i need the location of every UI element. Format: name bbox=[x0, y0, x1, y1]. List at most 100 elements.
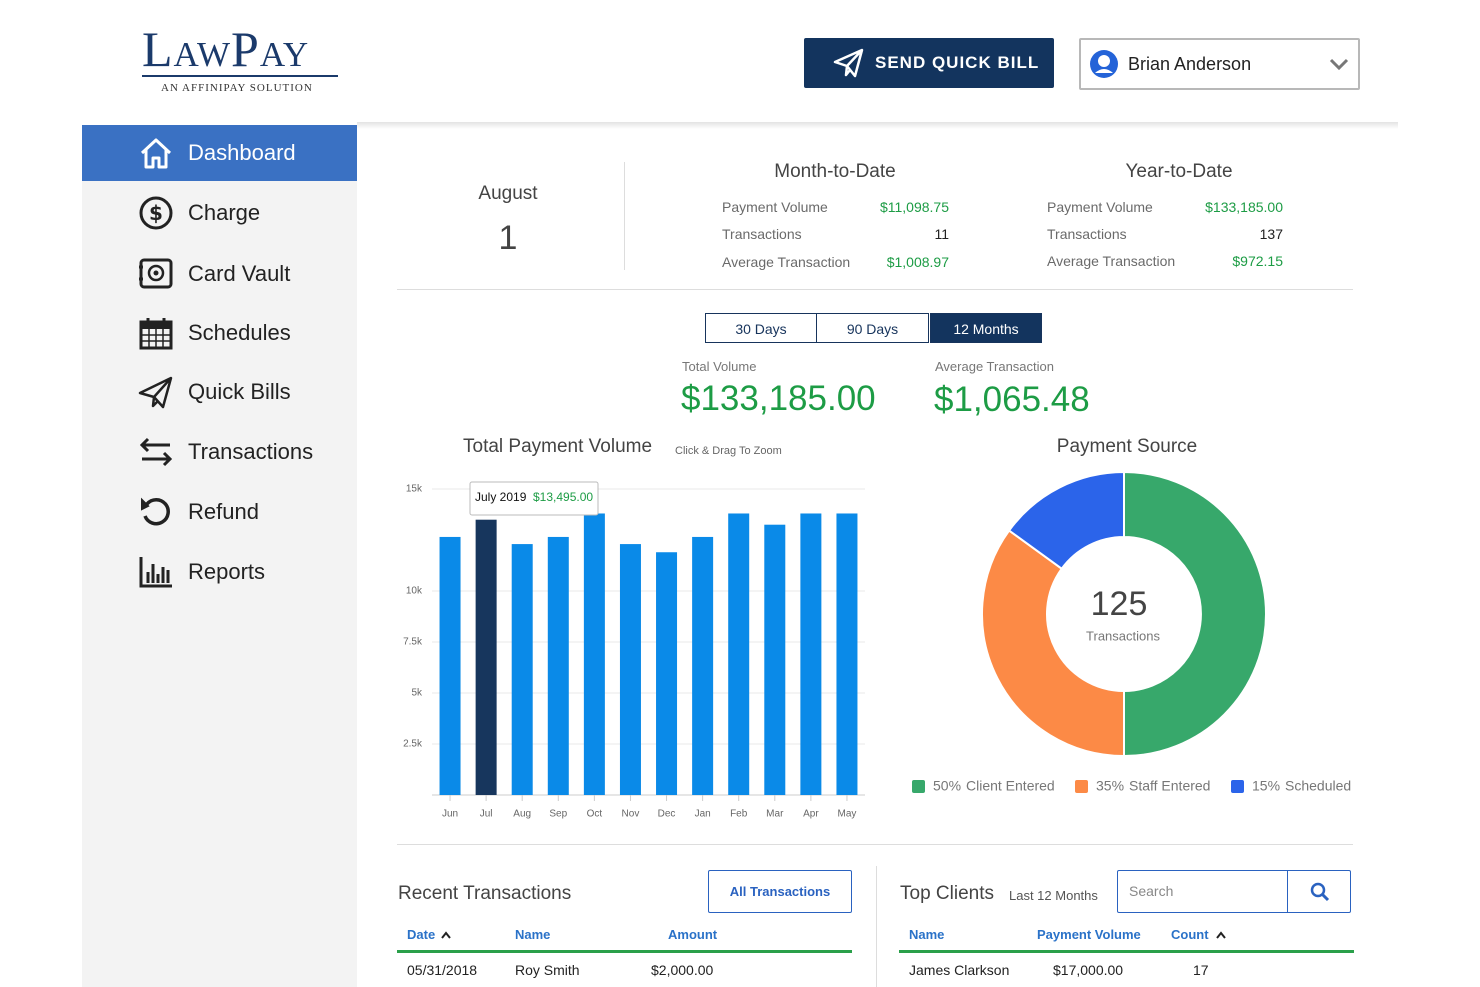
section-divider bbox=[397, 289, 1353, 290]
header-rule bbox=[397, 950, 852, 953]
legend-label: Client Entered bbox=[966, 778, 1055, 794]
legend-value: 50% bbox=[933, 778, 961, 794]
x-tick-label: Apr bbox=[803, 809, 819, 820]
table-cell: Roy Smith bbox=[515, 962, 580, 978]
top-clients-title: Top Clients bbox=[900, 883, 994, 904]
nav-label: Reports bbox=[188, 559, 266, 584]
legend-swatch bbox=[912, 780, 925, 793]
nav-label: Quick Bills bbox=[188, 379, 291, 404]
x-tick-label: Feb bbox=[730, 809, 748, 820]
bar bbox=[475, 519, 497, 795]
legend-label: Scheduled bbox=[1285, 778, 1351, 794]
nav-label: Dashboard bbox=[188, 140, 296, 165]
pie-center-value: 125 bbox=[1091, 585, 1148, 623]
all-transactions-button[interactable]: All Transactions bbox=[708, 870, 852, 913]
bar bbox=[583, 513, 605, 795]
mtd-label: Average Transaction bbox=[722, 254, 851, 270]
search-box[interactable]: Search bbox=[1117, 870, 1351, 913]
ytd-value: $972.15 bbox=[1232, 253, 1283, 269]
y-tick-label: 15k bbox=[406, 484, 423, 495]
column-header[interactable]: Count bbox=[1171, 927, 1209, 942]
ytd-value: 137 bbox=[1259, 226, 1283, 242]
user-dropdown[interactable]: Brian Anderson bbox=[1079, 38, 1360, 90]
user-icon bbox=[1090, 50, 1118, 78]
total-volume-label: Total Volume bbox=[682, 359, 757, 374]
nav-label: Refund bbox=[188, 499, 259, 524]
dollar-icon: $ bbox=[139, 196, 173, 230]
average-label: Average Transaction bbox=[935, 359, 1054, 374]
nav-quick-bills[interactable]: Quick Bills bbox=[82, 364, 357, 420]
nav-refund[interactable]: Refund bbox=[82, 484, 357, 540]
bar bbox=[764, 524, 786, 795]
home-icon bbox=[140, 138, 172, 169]
bar bbox=[656, 552, 678, 795]
y-tick-label: 5k bbox=[411, 688, 423, 699]
ytd-label: Payment Volume bbox=[1047, 199, 1153, 215]
column-header[interactable]: Date bbox=[407, 927, 436, 942]
chart-title: Total Payment Volume bbox=[463, 436, 652, 457]
nav-charge[interactable]: $ Charge bbox=[82, 185, 357, 241]
nav-schedules[interactable]: Schedules bbox=[82, 305, 357, 361]
total-volume: $133,185.00 bbox=[681, 379, 876, 418]
section-divider bbox=[397, 844, 1353, 845]
mtd-label: Payment Volume bbox=[722, 199, 828, 215]
bar bbox=[728, 513, 750, 795]
legend-value: 15% bbox=[1252, 778, 1280, 794]
nav-label: Card Vault bbox=[188, 261, 291, 286]
logo-underline bbox=[142, 75, 338, 77]
bar bbox=[439, 536, 461, 795]
column-header[interactable]: Payment Volume bbox=[1037, 927, 1141, 942]
nav-label: Schedules bbox=[188, 320, 291, 345]
search-icon[interactable] bbox=[1310, 882, 1330, 902]
chart-title: Payment Source bbox=[1057, 436, 1197, 457]
recent-title: Recent Transactions bbox=[398, 883, 572, 904]
mtd-value: $11,098.75 bbox=[879, 199, 949, 215]
legend-swatch bbox=[1075, 780, 1088, 793]
table-divider bbox=[876, 866, 877, 987]
send-quick-bill-button[interactable]: SEND QUICK BILL bbox=[804, 38, 1054, 88]
nav-dashboard[interactable]: Dashboard bbox=[82, 125, 357, 181]
ytd-title: Year-to-Date bbox=[1125, 161, 1233, 182]
header-shadow bbox=[357, 122, 1398, 129]
range-tab-active[interactable]: 12 Months bbox=[930, 313, 1042, 343]
pie-slice bbox=[981, 529, 1125, 758]
pie-center-label: Transactions bbox=[1086, 628, 1160, 643]
column-header[interactable]: Amount bbox=[668, 927, 718, 942]
column-header[interactable]: Name bbox=[515, 927, 551, 942]
transfer-icon bbox=[139, 437, 173, 467]
logo-tagline: AN AFFINIPAY SOLUTION bbox=[161, 82, 313, 94]
x-tick-label: Mar bbox=[766, 809, 784, 820]
range-tab[interactable]: 90 Days bbox=[817, 313, 929, 343]
ytd-value: $133,185.00 bbox=[1205, 199, 1283, 215]
pie-slice bbox=[1123, 470, 1267, 758]
tooltip-box bbox=[469, 481, 599, 516]
bar bbox=[619, 544, 641, 795]
nav-label: Charge bbox=[188, 200, 261, 225]
bar bbox=[800, 513, 822, 795]
chart-subtitle: Click & Drag To Zoom bbox=[675, 445, 782, 457]
y-tick-label: 10k bbox=[406, 586, 423, 597]
nav-reports[interactable]: Reports bbox=[82, 544, 357, 600]
calendar-icon bbox=[139, 318, 173, 350]
bar bbox=[692, 536, 714, 795]
nav-transactions[interactable]: Transactions bbox=[82, 424, 357, 480]
svg-text:$: $ bbox=[149, 201, 163, 225]
average-value: $1,065.48 bbox=[934, 380, 1090, 419]
nav-card-vault[interactable]: Card Vault bbox=[82, 246, 357, 302]
sort-arrow bbox=[1216, 931, 1226, 939]
summary-month: August bbox=[478, 183, 538, 204]
tooltip-title: July 2019 bbox=[475, 490, 527, 504]
mtd-value: $1,008.97 bbox=[886, 254, 949, 270]
ytd-label: Transactions bbox=[1047, 226, 1127, 242]
summary-divider bbox=[624, 162, 625, 270]
logo[interactable]: LawPay bbox=[142, 21, 310, 77]
tooltip-value: $13,495.00 bbox=[533, 490, 593, 504]
x-tick-label: Jan bbox=[695, 809, 711, 820]
column-header[interactable]: Name bbox=[909, 927, 945, 942]
x-tick-label: May bbox=[838, 809, 857, 820]
mtd-value: 11 bbox=[934, 226, 949, 242]
top-clients-subtitle: Last 12 Months bbox=[1009, 888, 1098, 903]
legend-swatch bbox=[1231, 780, 1244, 793]
range-tab[interactable]: 30 Days bbox=[705, 313, 817, 343]
